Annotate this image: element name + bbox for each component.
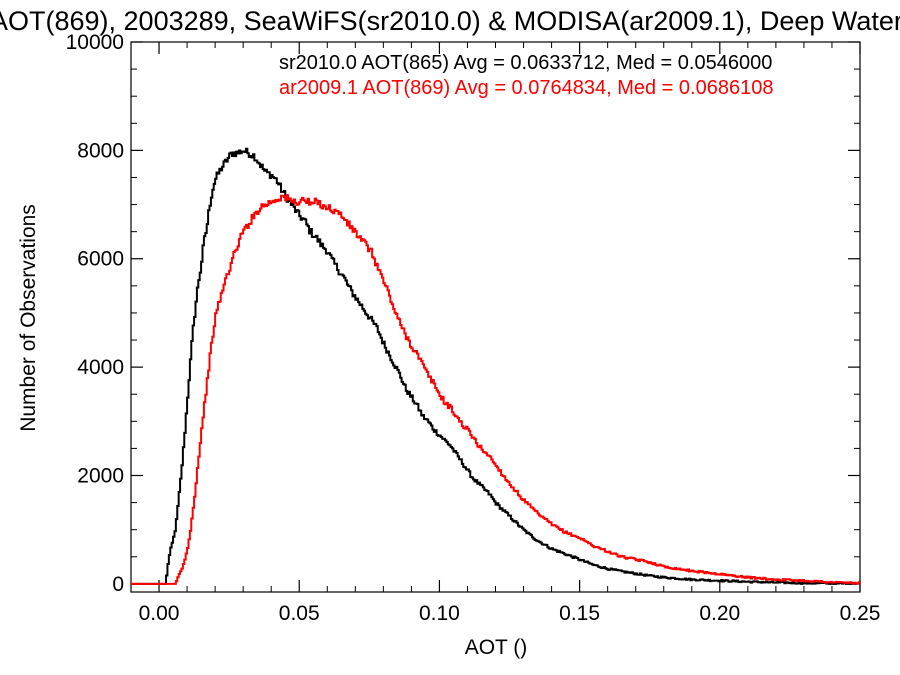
y-tick-label: 8000 <box>77 139 124 162</box>
series-line-ar2009 <box>131 194 860 585</box>
x-axis: 0.00 0.05 0.10 0.15 0.20 0.25 <box>130 42 881 625</box>
x-axis-label: AOT () <box>465 636 528 659</box>
x-tick-label: 0.05 <box>279 602 320 625</box>
chart-title: AOT(869), 2003289, SeaWiFS(sr2010.0) & M… <box>0 6 900 36</box>
y-tick-label: 2000 <box>77 464 124 487</box>
x-tick-label: 0.20 <box>699 602 740 625</box>
x-tick-label: 0.15 <box>559 602 600 625</box>
x-tick-label: 0.00 <box>139 602 180 625</box>
y-tick-label: 4000 <box>77 356 124 379</box>
y-axis: 0 2000 4000 6000 8000 10000 <box>66 31 860 596</box>
legend: sr2010.0 AOT(865) Avg = 0.0633712, Med =… <box>279 52 773 99</box>
legend-entry-sr2010: sr2010.0 AOT(865) Avg = 0.0633712, Med =… <box>279 52 772 74</box>
y-tick-label: 10000 <box>66 31 124 54</box>
y-tick-label: 6000 <box>77 248 124 271</box>
series-layer <box>131 147 860 585</box>
y-tick-label: 0 <box>112 573 124 596</box>
x-tick-label: 0.10 <box>419 602 460 625</box>
x-tick-label: 0.25 <box>840 602 881 625</box>
plot-frame <box>130 41 861 593</box>
series-line-sr2010 <box>131 147 860 585</box>
y-axis-label: Number of Observations <box>17 204 40 432</box>
legend-entry-ar2009: ar2009.1 AOT(869) Avg = 0.0764834, Med =… <box>279 77 773 99</box>
